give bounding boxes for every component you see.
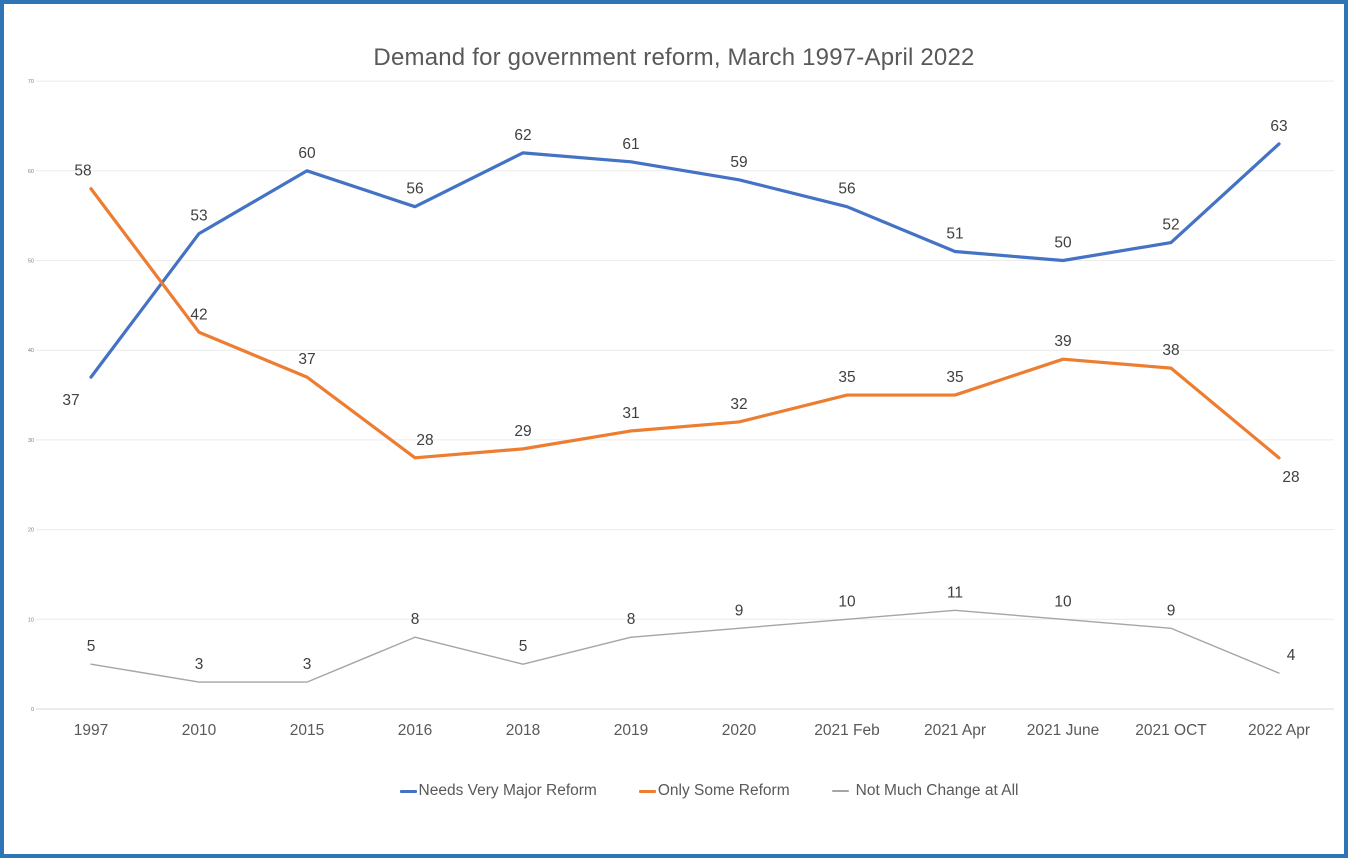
series-line-1 — [89, 187, 1281, 460]
data-label: 61 — [622, 136, 639, 153]
x-tick-label: 2021 Apr — [924, 722, 986, 739]
legend-dash-icon — [831, 790, 849, 792]
data-label: 50 — [1054, 235, 1072, 252]
data-label: 52 — [1162, 217, 1179, 234]
legend-label: Needs Very Major Reform — [418, 782, 597, 799]
data-label: 56 — [406, 181, 423, 198]
legend-dash-icon — [638, 789, 656, 793]
legend-label: Not Much Change at All — [855, 782, 1019, 799]
legend-label: Only Some Reform — [657, 782, 790, 799]
data-label: 5 — [87, 638, 96, 655]
data-label: 63 — [1270, 118, 1287, 135]
data-label: 38 — [1162, 342, 1179, 359]
data-label: 31 — [622, 405, 639, 422]
chart-title: Demand for government reform, March 1997… — [373, 44, 975, 71]
x-tick-label: 1997 — [74, 722, 108, 739]
y-tick-label: 70 — [28, 79, 34, 85]
data-label: 37 — [62, 392, 79, 409]
data-label: 8 — [411, 611, 420, 628]
legend-item-not-much-change-at-all: Not Much Change at All — [831, 782, 1019, 800]
data-label: 29 — [514, 423, 531, 440]
data-label: 35 — [838, 369, 855, 386]
data-label: 28 — [416, 432, 433, 449]
data-label: 5 — [519, 638, 528, 655]
legend-dash-icon — [399, 789, 417, 793]
data-label: 9 — [735, 602, 744, 619]
data-label: 35 — [946, 369, 963, 386]
data-label: 62 — [514, 127, 531, 144]
data-label: 3 — [303, 656, 312, 673]
chart-legend: Needs Very Major Reform Only Some Reform… — [4, 782, 1344, 800]
x-tick-label: 2021 June — [1027, 722, 1099, 739]
series-line-0 — [89, 142, 1281, 379]
data-label: 39 — [1054, 333, 1071, 350]
y-tick-label: 20 — [28, 528, 34, 534]
data-label: 59 — [730, 154, 747, 171]
data-label: 10 — [1054, 593, 1072, 610]
line-chart-canvas: 0 10 20 30 40 50 60 70 1997 2010 2015 2016 2018 2019 2… — [28, 79, 1334, 739]
data-label: 10 — [838, 593, 856, 610]
data-label: 8 — [627, 611, 636, 628]
data-label: 53 — [190, 208, 207, 225]
x-tick-label: 2021 OCT — [1135, 722, 1207, 739]
y-tick-label: 10 — [28, 617, 34, 623]
data-label: 9 — [1167, 602, 1176, 619]
data-label: 3 — [195, 656, 204, 673]
y-tick-label: 60 — [28, 169, 34, 175]
x-tick-label: 2016 — [398, 722, 432, 739]
data-label: 60 — [298, 145, 316, 162]
legend-item-needs-very-major-reform: Needs Very Major Reform — [399, 782, 597, 800]
x-tick-label: 2018 — [506, 722, 540, 739]
data-label: 28 — [1282, 469, 1299, 486]
data-label: 51 — [946, 226, 963, 243]
y-tick-label: 30 — [28, 438, 34, 444]
y-tick-label: 40 — [28, 348, 34, 354]
x-tick-label: 2015 — [290, 722, 324, 739]
data-label: 58 — [74, 163, 91, 180]
data-label: 11 — [947, 584, 963, 601]
data-label: 4 — [1287, 647, 1296, 664]
data-label: 37 — [298, 351, 315, 368]
y-tick-label: 0 — [31, 707, 34, 713]
x-tick-label: 2019 — [614, 722, 648, 739]
data-label: 56 — [838, 181, 855, 198]
data-label: 42 — [190, 306, 207, 323]
data-label: 32 — [730, 396, 747, 413]
legend-item-only-some-reform: Only Some Reform — [638, 782, 790, 800]
x-tick-label: 2021 Feb — [814, 722, 880, 739]
x-tick-label: 2020 — [722, 722, 757, 739]
x-tick-label: 2022 Apr — [1248, 722, 1310, 739]
x-tick-label: 2010 — [182, 722, 217, 739]
series-line-2 — [90, 609, 1280, 683]
y-tick-label: 50 — [28, 259, 34, 265]
